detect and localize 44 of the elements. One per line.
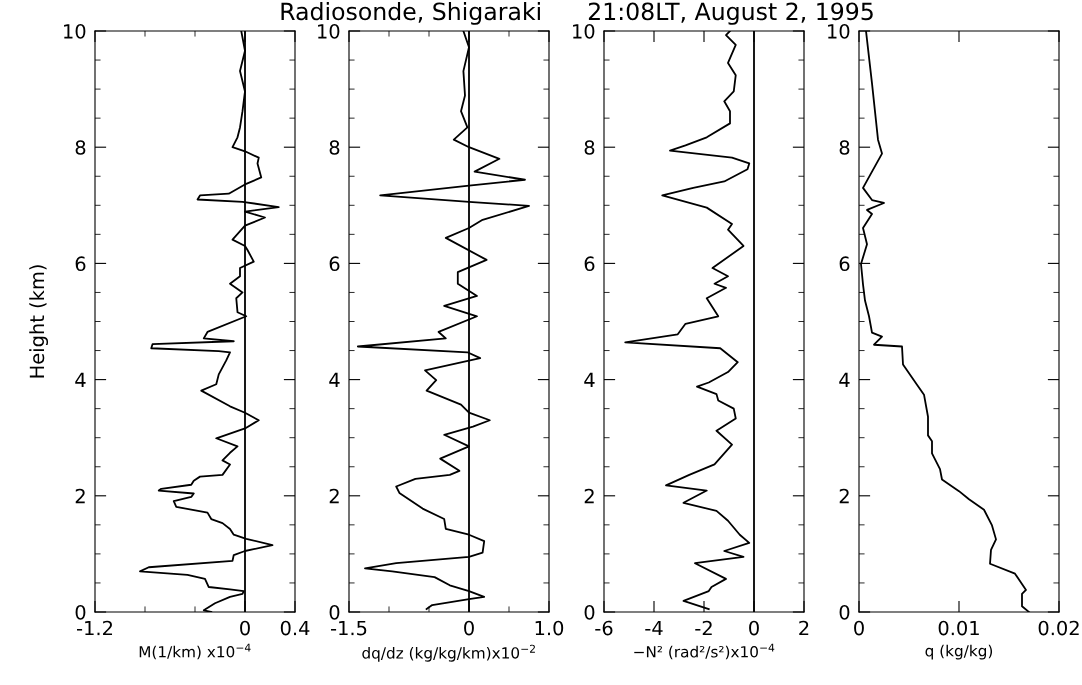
x-tick-label: 0.4: [280, 620, 310, 636]
y-tick-label: 8: [329, 140, 340, 155]
y-tick-label: 6: [75, 256, 86, 272]
y-tick-label: 0: [329, 604, 340, 620]
y-tick-label: 2: [584, 488, 594, 504]
x-axis-title: M(1/km) x10$^{−4}$: [139, 643, 251, 660]
y-tick-label: 8: [584, 140, 595, 155]
x-tick-label: 0: [854, 620, 864, 636]
y-tick-label: 2: [75, 488, 85, 504]
y-tick-label: 6: [329, 256, 340, 272]
x-axis-title: dq/dz (kg/kg/km)x10$^{−2}$: [362, 644, 535, 662]
x-tick-label: 2: [799, 620, 809, 636]
x-tick-label: 1.0: [535, 620, 564, 636]
x-tick-label: 0.01: [938, 620, 979, 636]
x-tick-label: 0: [749, 620, 759, 636]
y-tick-label: 8: [75, 140, 86, 155]
y-tick-label: 10: [573, 23, 595, 39]
y-axis-title: Height (km): [29, 265, 49, 378]
y-tick-label: 0: [839, 604, 850, 620]
x-tick-label: -4: [645, 620, 663, 636]
x-axis-title: q (kg/kg): [925, 644, 993, 660]
y-tick-label: 6: [584, 256, 595, 272]
x-tick-label: 0: [464, 620, 474, 636]
x-tick-label: -2: [695, 620, 712, 636]
text: Radiosonde, Shigaraki 21:08LT, August 2, 1995: [281, 2, 873, 25]
y-tick-label: 0: [75, 604, 86, 620]
x-tick-label: -1.5: [330, 620, 367, 636]
y-tick-label: 2: [329, 488, 339, 504]
y-tick-label: 4: [329, 372, 340, 387]
x-axis-title: −N² (rad²/s²)x10$^{−4}$: [634, 643, 775, 660]
y-tick-label: 4: [584, 372, 595, 387]
y-tick-label: 4: [75, 372, 86, 387]
x-tick-label: -1.2: [76, 620, 113, 636]
y-tick-label: 10: [318, 23, 340, 39]
y-tick-label: 2: [839, 488, 849, 504]
x-tick-label: 0.02: [1038, 620, 1079, 636]
y-tick-label: 6: [839, 256, 850, 272]
x-tick-label: -6: [595, 620, 613, 636]
y-tick-label: 10: [828, 23, 850, 39]
y-tick-label: 4: [839, 372, 850, 387]
y-tick-label: 10: [64, 23, 86, 39]
y-tick-label: 0: [584, 604, 595, 620]
x-tick-label: 0: [240, 620, 250, 636]
y-tick-label: 8: [839, 140, 850, 155]
